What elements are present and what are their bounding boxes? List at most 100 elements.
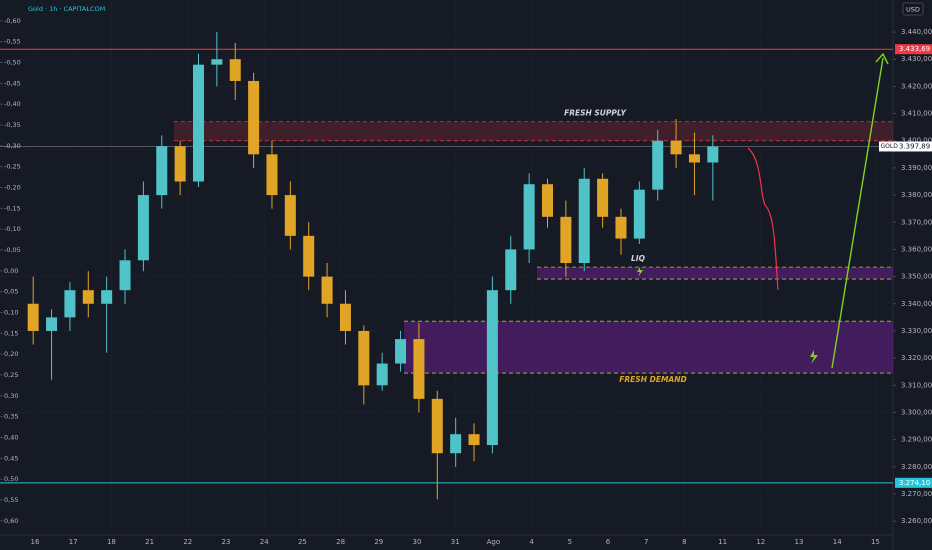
x-tick-label: 18 [107, 538, 116, 546]
y2-tick-label: 0,15 [4, 329, 18, 337]
y-tick-label: 3.310,00 [901, 381, 932, 389]
y2-tick-label: 0,30 [4, 392, 18, 400]
y2-tick-label: 0,00 [4, 267, 18, 275]
y2-tick-label: -0,15 [4, 204, 21, 212]
y-tick-label: 3.400,00 [901, 137, 932, 145]
zone [174, 121, 893, 141]
zone-label: FRESH SUPPLY [564, 109, 627, 118]
x-tick-label: 25 [298, 538, 307, 546]
y2-tick-label: 0,35 [4, 413, 18, 421]
candle-body [358, 330, 370, 386]
x-tick-label: 6 [606, 538, 611, 546]
y-tick-label: 3.390,00 [901, 164, 932, 172]
zone [404, 321, 893, 374]
candle-body [266, 154, 278, 196]
price-tag [895, 44, 932, 55]
zone [537, 267, 893, 280]
x-tick-label: Ago [487, 538, 501, 546]
candle-body [597, 178, 609, 217]
candle-body [46, 317, 58, 331]
y2-tick-label: 0,45 [4, 454, 18, 462]
bolt-icon [637, 267, 643, 277]
candle-body [321, 276, 333, 304]
price-tag-label: 3.397,89 [899, 142, 930, 150]
candle-body [450, 434, 462, 454]
price-tag [895, 477, 932, 488]
candle-body [578, 178, 590, 264]
y2-tick-label: 0,10 [4, 309, 18, 317]
y2-tick-label: 0,55 [4, 496, 18, 504]
projection-up [831, 57, 884, 369]
candle-body [82, 290, 94, 304]
y-tick-label: 3.260,00 [901, 517, 932, 525]
y-tick-label: 3.320,00 [901, 354, 932, 362]
price-tag-label: 3.274,10 [899, 479, 930, 487]
y2-tick-label: -0,45 [4, 79, 21, 87]
candle-body [615, 216, 627, 239]
candle-body [137, 195, 149, 261]
arrow-head [875, 52, 889, 65]
x-tick-label: 16 [31, 538, 40, 546]
symbol-tag-label: GOLD [881, 143, 899, 150]
projection-down [747, 147, 779, 291]
y2-tick-label: -0,50 [4, 59, 21, 67]
y2-tick-label: -0,30 [4, 142, 21, 150]
y2-tick-label: -0,25 [4, 163, 21, 171]
candle-body [376, 363, 388, 386]
candle-body [101, 290, 113, 304]
candle-body [174, 146, 186, 182]
candle-body [505, 249, 517, 291]
candle-body [707, 146, 719, 163]
candle-body [560, 216, 572, 264]
x-tick-label: 13 [795, 538, 804, 546]
chart-title: Gold · 1h · CAPITALCOM [28, 5, 105, 13]
x-tick-label: 22 [183, 538, 192, 546]
x-tick-label: 12 [756, 538, 765, 546]
currency: USD [906, 6, 920, 14]
candles [27, 32, 719, 500]
y2-tick-label: 0,20 [4, 350, 18, 358]
candle-body [633, 189, 645, 239]
candle-body [211, 59, 223, 65]
y2-tick-label: -0,55 [4, 38, 21, 46]
y-tick-label: 3.430,00 [901, 55, 932, 63]
y-tick-label: 3.300,00 [901, 408, 932, 416]
x-tick-label: 5 [568, 538, 572, 546]
candle-body [413, 339, 425, 399]
y-tick-label: 3.350,00 [901, 273, 932, 281]
candle-body [303, 235, 315, 277]
y2-tick-label: -0,05 [4, 246, 21, 254]
candle-body [27, 303, 39, 331]
candle-body [192, 64, 205, 182]
x-tick-label: 11 [718, 538, 727, 546]
y-tick-label: 3.370,00 [901, 218, 932, 226]
y2-tick-label: 0,50 [4, 475, 18, 483]
price-tag [895, 141, 932, 152]
bolt-icon [810, 350, 818, 364]
candle-body [468, 434, 480, 446]
candle-body [284, 195, 296, 236]
x-tick-label: 31 [451, 538, 460, 546]
x-tick-label: 15 [871, 538, 880, 546]
y-tick-label: 3.360,00 [901, 245, 932, 253]
candle-body [670, 140, 682, 155]
y-tick-label: 3.420,00 [901, 82, 932, 90]
x-tick-label: 24 [260, 538, 269, 546]
candle-body [229, 59, 241, 81]
x-tick-label: 7 [644, 538, 648, 546]
y2-tick-label: 0,60 [4, 517, 18, 525]
x-tick-label: 8 [682, 538, 686, 546]
symbol-tag [879, 141, 896, 152]
zone-label: LIQ [631, 254, 646, 263]
x-tick-label: 21 [145, 538, 154, 546]
currency-box [902, 2, 924, 16]
y-tick-label: 3.380,00 [901, 191, 932, 199]
candle-body [64, 290, 76, 318]
zones [174, 121, 893, 374]
y2-tick-label: -0,40 [4, 100, 21, 108]
x-tick-label: 14 [833, 538, 842, 546]
y-tick-label: 3.290,00 [901, 436, 932, 444]
zone-label: FRESH DEMAND [619, 375, 686, 384]
